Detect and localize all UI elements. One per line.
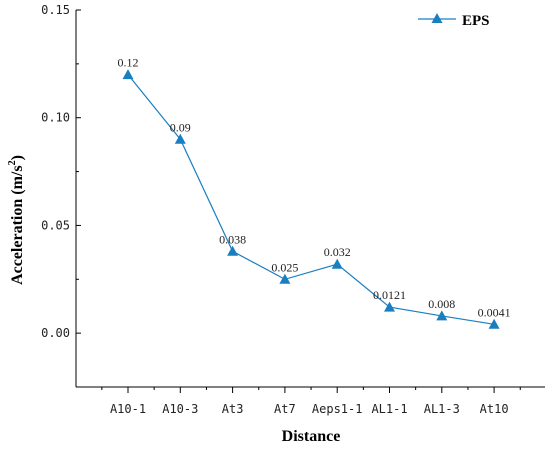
x-tick-label: At3 [222,402,244,416]
data-label: 0.038 [219,232,246,246]
legend-marker-icon [431,13,443,23]
y-axis-title-main: Acceleration (m/s [9,165,26,285]
data-label: 0.12 [118,56,139,70]
axes: 0.00 0.05 0.10 0.15 A10-1 A10-3 At3 At7 Aeps1-1 A… [41,3,545,416]
y-tick-label: 0.15 [41,3,70,17]
legend-label: EPS [462,13,490,29]
data-point-marker [488,318,500,329]
data-label: 0.032 [324,245,351,259]
y-axis-title-end: ) [9,155,26,160]
y-axis-title-sup: 2 [7,160,18,165]
data-label: 0.09 [170,120,191,134]
data-label: 0.0041 [478,305,511,319]
data-label: 0.025 [271,260,298,274]
data-point-marker [384,301,395,312]
data-point-marker [227,245,239,256]
data-point-marker [331,258,343,269]
data-point-marker [122,69,134,80]
legend: EPS [418,13,490,29]
x-tick-label: At10 [480,402,509,416]
data-point-marker [436,310,448,321]
data-labels: 0.12 0.09 0.038 0.025 0.032 0.0121 0.008 0.0041 [118,56,511,320]
y-tick-label: 0.10 [41,111,70,125]
x-tick-label: Aeps1-1 [312,402,363,416]
y-axis-title: Acceleration (m/s2) [7,155,26,285]
data-point-marker [174,133,186,144]
x-tick-label: A10-1 [110,402,146,416]
data-label: 0.0121 [373,288,406,302]
series-layer [122,69,500,329]
y-tick-label: 0.05 [41,218,70,232]
x-tick-label: AL1-1 [371,402,407,416]
series-line-eps [127,74,495,325]
data-point-marker [279,273,291,284]
x-tick-label: A10-3 [162,402,198,416]
y-tick-label: 0.00 [41,326,70,340]
x-axis-title: Distance [282,428,341,445]
x-tick-label: At7 [274,402,296,416]
x-tick-label: AL1-3 [424,402,460,416]
data-label: 0.008 [428,297,455,311]
